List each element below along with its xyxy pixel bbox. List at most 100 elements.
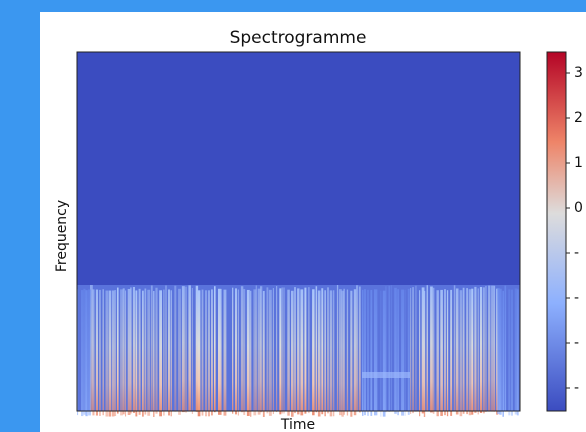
stripe <box>359 286 361 413</box>
stripe <box>246 289 250 416</box>
colorbar-ticks: 3 2 1 0 - - - - <box>566 65 583 396</box>
stripe <box>235 288 237 415</box>
stripe <box>324 290 326 417</box>
colorbar-tick-label: - <box>574 290 579 306</box>
stripe <box>421 287 425 414</box>
stripe <box>493 285 496 412</box>
stripe <box>90 285 93 412</box>
stripe <box>333 290 335 417</box>
stripe <box>394 287 397 414</box>
stripe <box>266 287 269 414</box>
spectrogram-stripes <box>77 285 519 417</box>
stripe <box>95 289 98 416</box>
stripe <box>329 290 333 417</box>
stripe <box>466 288 468 415</box>
stripe <box>283 287 285 414</box>
stripe <box>92 289 95 416</box>
stripe <box>446 290 449 417</box>
stripe <box>220 288 222 415</box>
stripe <box>304 287 307 414</box>
stripe <box>135 290 138 417</box>
stripe <box>407 288 410 415</box>
stripe <box>155 287 158 414</box>
stripe <box>432 287 435 414</box>
stripe <box>170 290 172 417</box>
stripe <box>488 285 491 412</box>
stripe <box>85 290 88 417</box>
stripe <box>382 290 386 417</box>
colorbar-tick-label: 3 <box>574 65 583 81</box>
stripe <box>223 289 227 416</box>
stripe <box>117 287 119 414</box>
stripe <box>211 289 213 416</box>
x-axis-label: Time <box>280 417 315 432</box>
plot-frame <box>76 51 521 412</box>
stripe <box>410 287 412 414</box>
stripe <box>150 285 153 412</box>
stripe <box>243 288 246 415</box>
stripe <box>404 289 406 416</box>
stripe <box>99 289 101 416</box>
stripe <box>497 287 500 414</box>
stripe <box>388 285 391 412</box>
stripe <box>191 287 193 414</box>
stripe <box>105 290 109 417</box>
stripe <box>423 290 426 417</box>
stripe <box>268 289 272 416</box>
stripe <box>232 287 234 414</box>
stripe <box>436 290 439 417</box>
stripe <box>430 286 433 413</box>
stripe <box>163 289 165 416</box>
stripe <box>153 290 155 417</box>
stripe <box>343 288 345 415</box>
colorbar-tick-label: 1 <box>574 155 583 171</box>
colorbar-tick-label: 2 <box>574 110 583 126</box>
stripe <box>380 290 382 417</box>
stripe <box>502 290 504 417</box>
stripe <box>453 285 456 412</box>
stripe <box>181 286 185 413</box>
stripe <box>276 286 278 413</box>
stripe <box>321 288 324 415</box>
stripe <box>376 289 378 416</box>
stripe <box>237 289 239 416</box>
stripe <box>317 290 321 417</box>
stripe <box>401 289 404 416</box>
stripe <box>218 288 221 415</box>
stripe <box>125 290 127 417</box>
stripe <box>491 285 494 412</box>
stripe <box>114 290 117 417</box>
stripe <box>504 285 507 412</box>
stripe <box>188 285 191 412</box>
stripe <box>262 290 265 417</box>
stripe <box>257 288 261 415</box>
stripe <box>81 290 84 417</box>
stripe <box>207 290 210 417</box>
stripe <box>455 288 459 415</box>
stripe <box>147 289 151 416</box>
stripe <box>108 290 111 417</box>
stripe <box>440 289 443 416</box>
stripe <box>214 286 216 413</box>
stripe <box>201 289 204 416</box>
stripe <box>240 286 244 413</box>
stripe <box>511 289 513 416</box>
stripe <box>88 289 91 416</box>
stripe <box>287 289 290 416</box>
stripe <box>130 287 132 414</box>
stripe <box>132 286 135 413</box>
stripe <box>356 285 359 412</box>
stripe <box>336 285 339 412</box>
y-axis-label: Frequency <box>54 200 70 272</box>
stripe <box>327 287 329 414</box>
stripe <box>168 289 170 416</box>
stripe <box>499 288 502 415</box>
stripe <box>77 289 79 416</box>
stripe <box>281 287 283 414</box>
stripe <box>477 288 479 415</box>
stripe <box>138 288 141 415</box>
stripe <box>197 290 201 417</box>
stripe <box>144 288 147 415</box>
